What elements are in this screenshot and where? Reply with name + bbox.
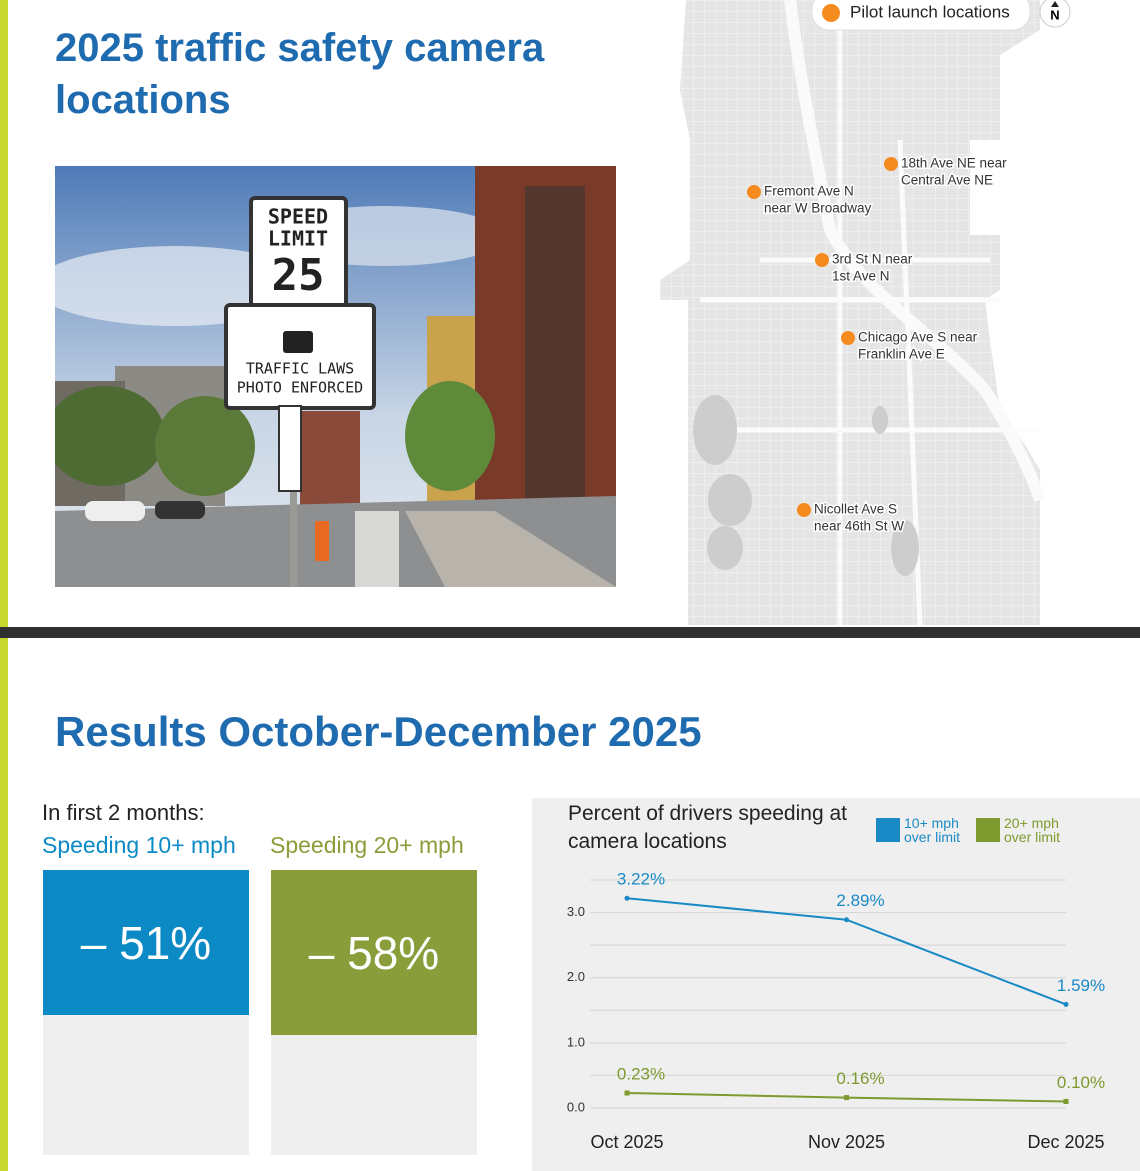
location-label: Nicollet Ave S [814,502,897,517]
location-dot [797,503,811,517]
map-legend-label: Pilot launch locations [850,2,1010,21]
legend-swatch [876,818,900,842]
stat-box [271,870,477,1036]
legend-label: 20+ mph over limit [1004,815,1061,845]
point [1063,1001,1069,1007]
location-label: near W Broadway [764,201,872,216]
stats-intro: In first 2 months: [42,800,205,825]
location-label: 3rd St N near [832,252,913,267]
point [1063,1098,1069,1104]
point [624,1090,630,1096]
stat-box [43,870,249,1016]
location-label: 18th Ave NE near [901,156,1007,171]
legend-label: 10+ mph over limit [904,815,961,845]
x-tick-label: Oct 2025 [590,1132,663,1152]
accent-bar [0,0,8,1171]
value-label: 0.23% [617,1065,665,1084]
map: Pilot launch locations N 18th Ave NE nea… [660,0,1071,626]
slide-title: 2025 traffic safety camera locations [55,26,545,122]
legend-dot [822,4,840,22]
north-arrow [1039,0,1071,28]
y-tick-label: 0.0 [567,1099,585,1114]
y-tick-label: 3.0 [567,904,585,919]
y-tick-label: 1.0 [567,1034,585,1049]
location-label: Fremont Ave N [764,184,854,199]
location-label: Chicago Ave S near [858,330,978,345]
point [844,1095,849,1101]
chart-title: Percent of drivers speeding at camera lo… [568,802,847,853]
stat-value: – 58% [308,926,440,979]
location-dot [841,331,855,345]
value-label: 3.22% [617,870,665,889]
north-label: N [1050,7,1059,22]
value-label: 1.59% [1057,976,1105,995]
value-label: 0.16% [836,1069,884,1088]
chart-panel [532,798,1140,1171]
results-title: Results October-December 2025 [55,708,702,755]
stat-label: Speeding 10+ mph [42,832,236,858]
y-tick-label: 2.0 [567,969,585,984]
sign-text: 25 [272,250,325,301]
stat-label: Speeding 20+ mph [270,832,464,858]
sign-text: TRAFFIC LAWS [246,360,354,378]
stat-value: – 51% [80,916,212,969]
location-label: Franklin Ave E [858,347,945,362]
sign-text: LIMIT [268,227,328,251]
location-dot [747,185,761,199]
legend-swatch [976,818,1000,842]
value-label: 2.89% [836,891,884,910]
location-dot [815,253,829,267]
location-label: Central Ave NE [901,173,993,188]
sign-text: SPEED [268,205,328,229]
x-tick-label: Nov 2025 [808,1132,885,1152]
series-line [626,897,1067,1006]
divider [0,627,1140,638]
point [844,917,849,923]
value-label: 0.10% [1057,1073,1105,1092]
x-tick-label: Dec 2025 [1027,1132,1104,1152]
sign-text: PHOTO ENFORCED [237,379,363,397]
location-label: near 46th St W [814,519,904,534]
point [624,895,630,901]
location-label: 1st Ave N [832,269,890,284]
location-dot [884,157,898,171]
map-legend [811,0,1031,31]
